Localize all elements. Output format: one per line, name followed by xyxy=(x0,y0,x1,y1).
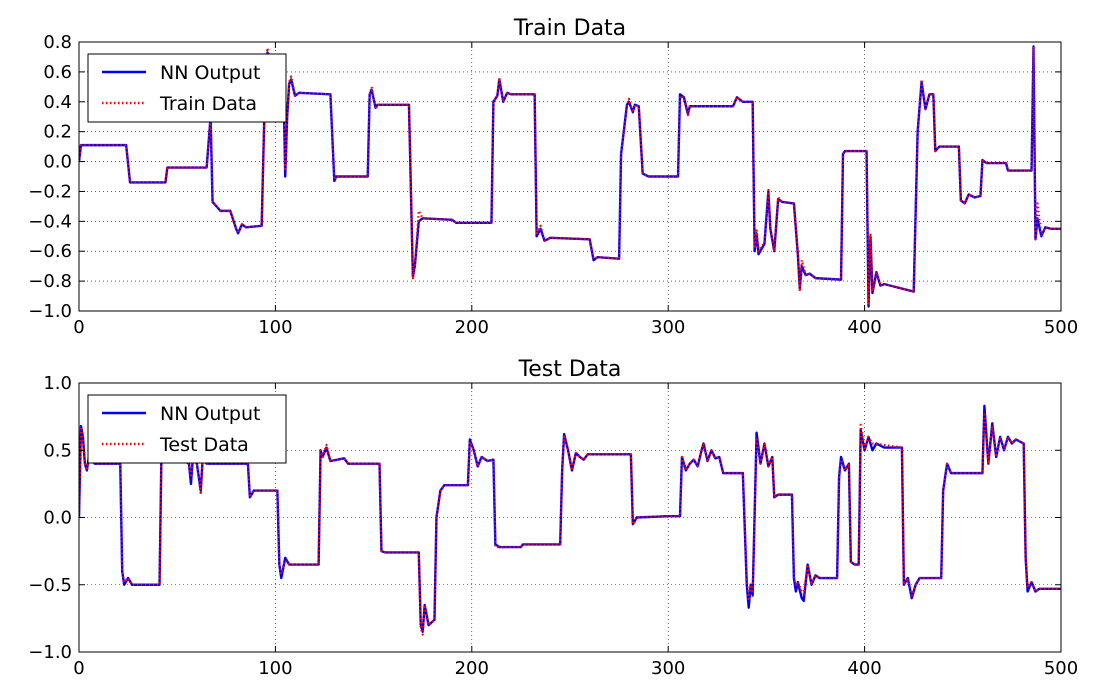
legend-box xyxy=(87,394,287,464)
y-tick-label: 1.0 xyxy=(43,373,72,394)
axes-frame xyxy=(78,41,1062,312)
y-tick-label: −0.2 xyxy=(28,181,72,202)
y-tick-label: 0.6 xyxy=(43,62,72,83)
y-tick-label: −0.8 xyxy=(28,271,72,292)
y-tick-label: 0.0 xyxy=(43,152,72,173)
x-tick-label: 400 xyxy=(847,317,881,338)
y-tick-label: −0.6 xyxy=(28,241,72,262)
chart-title: Test Data xyxy=(518,357,622,382)
y-tick-label: −1.0 xyxy=(28,301,72,322)
x-tick-label: 100 xyxy=(258,658,292,679)
legend: NN Output Train Data xyxy=(87,53,287,123)
series-line-reference xyxy=(79,411,1061,636)
y-tick-label: 0.5 xyxy=(43,440,72,461)
x-tick-label: 300 xyxy=(651,658,685,679)
y-tick-label: −1.0 xyxy=(28,642,72,663)
legend-box xyxy=(87,53,287,123)
x-tick-label: 100 xyxy=(258,317,292,338)
legend-label: Test Data xyxy=(159,434,249,456)
y-tick-label: 0.4 xyxy=(43,92,72,113)
legend-label: NN Output xyxy=(160,403,260,425)
x-tick-label: 200 xyxy=(455,317,489,338)
legend: NN Output Test Data xyxy=(87,394,287,464)
x-tick-label: 500 xyxy=(1044,658,1078,679)
y-tick-label: −0.5 xyxy=(28,575,72,596)
legend-label: Train Data xyxy=(159,93,257,115)
y-tick-label: 0.8 xyxy=(43,32,72,53)
x-tick-label: 0 xyxy=(73,317,84,338)
x-tick-label: 300 xyxy=(651,317,685,338)
x-tick-label: 200 xyxy=(455,658,489,679)
subplot-1: 0 100 200 300 400 500 −1.0 −0.8 −0.6 −0.4 −0.2 0.0 0… xyxy=(28,16,1078,338)
y-tick-label: 0.2 xyxy=(43,122,72,143)
x-tick-label: 400 xyxy=(847,658,881,679)
series-line-reference xyxy=(79,45,1061,305)
x-tick-label: 0 xyxy=(73,658,84,679)
subplot-2: 0 100 200 300 400 500 −1.0 −0.5 0.0 0.5 1.0 Test Da… xyxy=(28,357,1078,679)
y-tick-label: −0.4 xyxy=(28,211,72,232)
chart-title: Train Data xyxy=(513,16,626,41)
x-tick-label: 500 xyxy=(1044,317,1078,338)
legend-label: NN Output xyxy=(160,62,260,84)
y-tick-label: 0.0 xyxy=(43,508,72,529)
